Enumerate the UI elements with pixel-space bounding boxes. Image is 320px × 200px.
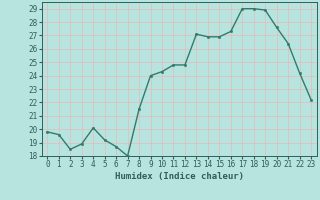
X-axis label: Humidex (Indice chaleur): Humidex (Indice chaleur) bbox=[115, 172, 244, 181]
